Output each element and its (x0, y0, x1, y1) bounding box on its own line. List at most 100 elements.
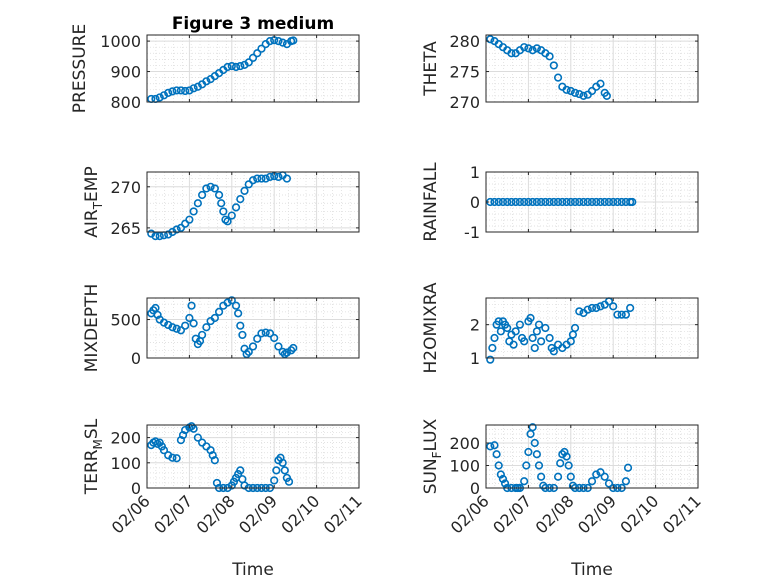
data-point (274, 36, 283, 46)
data-point (570, 323, 580, 333)
y-axis-label: THETA (421, 41, 441, 97)
data-point (528, 423, 537, 432)
data-point (488, 343, 497, 353)
data-point (287, 346, 296, 355)
y-axis-label: PRESSURE (70, 24, 90, 113)
data-point (253, 49, 262, 58)
data-point (185, 313, 194, 323)
data-point (202, 77, 211, 86)
data-point (621, 477, 631, 486)
y-tick-label: 265 (110, 219, 141, 238)
data-point (537, 197, 546, 207)
data-point (223, 217, 232, 226)
data-point (613, 310, 622, 319)
data-point (592, 470, 601, 479)
data-point (244, 180, 253, 189)
data-point (553, 197, 563, 207)
data-point (596, 79, 605, 88)
data-point (265, 172, 275, 182)
data-point (172, 324, 181, 333)
x-tick-label: 02/06 (108, 491, 154, 537)
x-tick-label: 02/09 (574, 491, 620, 537)
data-point (600, 197, 609, 207)
data-point (496, 327, 505, 336)
data-point (282, 174, 292, 183)
data-point (155, 93, 164, 102)
data-point (522, 461, 531, 470)
data-point (176, 223, 186, 232)
data-point (219, 207, 228, 216)
y-tick-label: 200 (110, 429, 141, 448)
data-point (520, 337, 529, 346)
x-tick-label: 02/10 (277, 491, 323, 537)
data-point (168, 453, 177, 462)
data-point (193, 433, 202, 442)
y-tick-label: 2 (470, 316, 480, 335)
y-tick-label: 900 (110, 63, 141, 82)
data-point (541, 197, 550, 207)
data-point (217, 199, 226, 208)
y-tick-label: 275 (449, 63, 480, 82)
data-point (496, 470, 505, 479)
data-point (498, 197, 508, 207)
x-tick-label: 02/11 (320, 491, 366, 537)
data-point (202, 184, 211, 193)
data-point (240, 186, 249, 196)
data-point (596, 302, 605, 311)
data-point (558, 197, 567, 207)
data-point (617, 310, 626, 319)
data-point (164, 320, 173, 330)
data-point (261, 328, 270, 337)
subplot-mixdepth: 0 500 MIXDEPTH (82, 284, 360, 372)
data-point (248, 342, 258, 351)
data-point (187, 301, 196, 310)
data-point (278, 38, 287, 47)
data-point (562, 452, 571, 461)
data-point (545, 197, 554, 207)
data-point (202, 323, 211, 332)
data-point (566, 86, 575, 96)
y-tick-label: 0 (131, 349, 141, 368)
data-point (537, 472, 546, 481)
data-point (609, 197, 618, 207)
y-tick-label: 0 (470, 193, 480, 212)
data-point (570, 197, 580, 207)
data-point (151, 303, 160, 313)
data-point (524, 44, 533, 53)
data-point (524, 197, 533, 207)
data-point (628, 197, 637, 207)
data-point (223, 298, 232, 307)
data-point (494, 197, 503, 207)
data-point (155, 232, 164, 241)
data-point (549, 61, 558, 70)
data-point (490, 197, 499, 207)
data-point (602, 91, 611, 101)
data-point (583, 305, 592, 314)
data-point (564, 461, 573, 470)
data-point (223, 62, 232, 72)
data-point (278, 347, 287, 356)
data-point (528, 46, 537, 55)
data-point (253, 334, 262, 343)
data-point (486, 442, 495, 451)
data-point (198, 190, 207, 200)
data-point (257, 329, 266, 338)
data-point (151, 232, 160, 241)
data-point (520, 477, 529, 486)
y-axis-label: SUNFLUX (421, 418, 444, 494)
data-point (236, 321, 245, 330)
data-point (227, 211, 236, 220)
data-point (272, 466, 281, 475)
data-point (244, 347, 253, 356)
data-point (621, 310, 631, 319)
y-tick-label: 1 (470, 163, 480, 182)
data-point (537, 337, 546, 346)
y-tick-label: 1 (470, 349, 480, 368)
data-point (626, 303, 635, 313)
data-point (530, 343, 539, 353)
data-point (583, 197, 592, 207)
axes-box (485, 424, 699, 489)
data-point (270, 333, 279, 343)
data-point (587, 303, 597, 313)
